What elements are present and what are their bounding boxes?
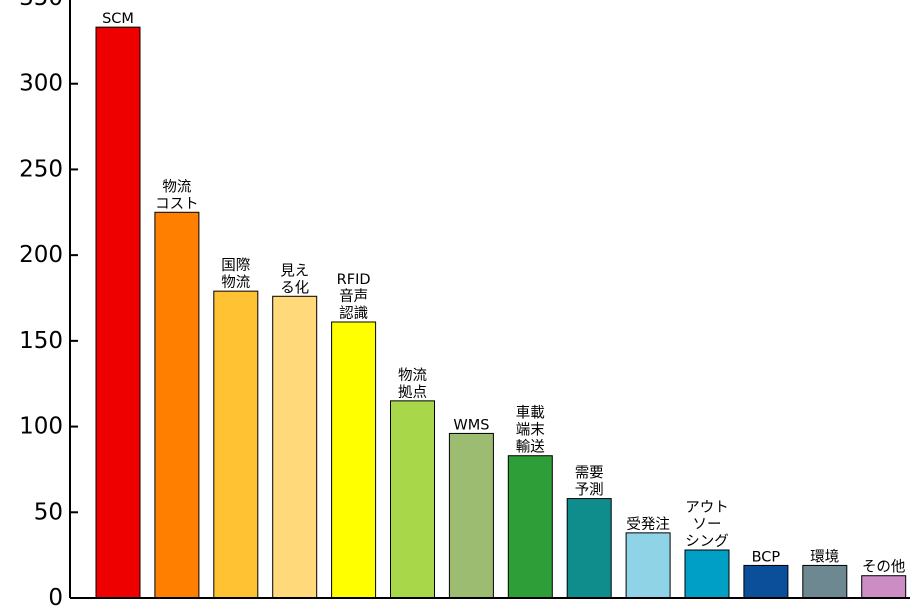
bar-label-line: ソー — [693, 517, 722, 533]
bar-label-line: 国際 — [221, 257, 250, 274]
bar-label-line: る化 — [280, 279, 309, 296]
bar — [331, 321, 377, 599]
bar-label: 環境 — [810, 547, 839, 565]
bar-label-line: 見え — [280, 263, 309, 279]
bar-label: 見える化 — [280, 263, 309, 296]
bar — [390, 400, 435, 599]
bar-label-line: 認識 — [339, 305, 368, 322]
bar — [213, 290, 259, 599]
bar-label-line: アウト — [685, 499, 729, 516]
bar — [684, 549, 730, 599]
bar-label: 国際物流 — [221, 257, 250, 291]
bar-label-line: 環境 — [810, 547, 839, 565]
bar-label-line: 拠点 — [398, 384, 427, 401]
y-tick-label: 350 — [19, 0, 63, 11]
bar-label-line: 物流 — [162, 178, 191, 195]
bar-label-line: 端末 — [516, 422, 545, 439]
bar-label: 車載端末輸送 — [516, 405, 545, 456]
bar-label-line: BCP — [752, 549, 781, 565]
bar — [743, 564, 789, 599]
bar-label: その他 — [862, 559, 906, 576]
bar — [448, 432, 494, 599]
bar-label: 受発注 — [626, 516, 670, 533]
bar-label-line: シング — [685, 533, 729, 550]
bar-label: WMS — [453, 417, 489, 433]
bar-label-line: その他 — [862, 559, 906, 576]
bar — [861, 575, 907, 599]
y-tick-label: 200 — [19, 242, 63, 268]
bars — [95, 26, 907, 599]
bar — [802, 564, 848, 599]
bar-label-line: 需要 — [575, 465, 604, 482]
bar — [272, 295, 318, 599]
bar-label-line: RFID — [337, 272, 371, 288]
bar — [154, 211, 200, 599]
y-tick-label: 250 — [19, 156, 63, 182]
bar-label-line: 予測 — [575, 482, 604, 499]
y-tick-label: 100 — [19, 414, 63, 440]
bar-label-line: 受発注 — [626, 516, 670, 533]
bar-label-line: 物流 — [221, 274, 250, 291]
bar-label-line: 音声 — [339, 287, 368, 305]
bar-label-line: SCM — [102, 11, 134, 27]
bar-label: SCM — [102, 11, 134, 27]
bar-label: 需要予測 — [575, 465, 604, 499]
bar-label: 物流拠点 — [398, 367, 427, 401]
y-tick-label: 0 — [48, 585, 63, 606]
bar — [507, 455, 553, 599]
bar-label-line: 輸送 — [516, 439, 545, 456]
y-tick-label: 300 — [19, 71, 63, 97]
y-tick-label: 50 — [34, 499, 63, 525]
bar — [566, 498, 612, 599]
y-tick-label: 150 — [19, 328, 63, 354]
bar-label-line: 物流 — [398, 367, 427, 384]
bar-label-line: WMS — [453, 417, 489, 433]
bar-label: 物流コスト — [155, 178, 199, 212]
bar-label: アウトソーシング — [685, 499, 729, 550]
bar-label: BCP — [752, 549, 781, 565]
bar-label: RFID 音声認識 — [337, 272, 371, 322]
y-axis: 0 50 100 150 200 250 300 350 — [19, 0, 78, 606]
bar-label-line: コスト — [155, 196, 199, 212]
bar — [95, 26, 141, 599]
bar-label-line: 車載 — [516, 405, 545, 422]
bar — [625, 532, 671, 599]
